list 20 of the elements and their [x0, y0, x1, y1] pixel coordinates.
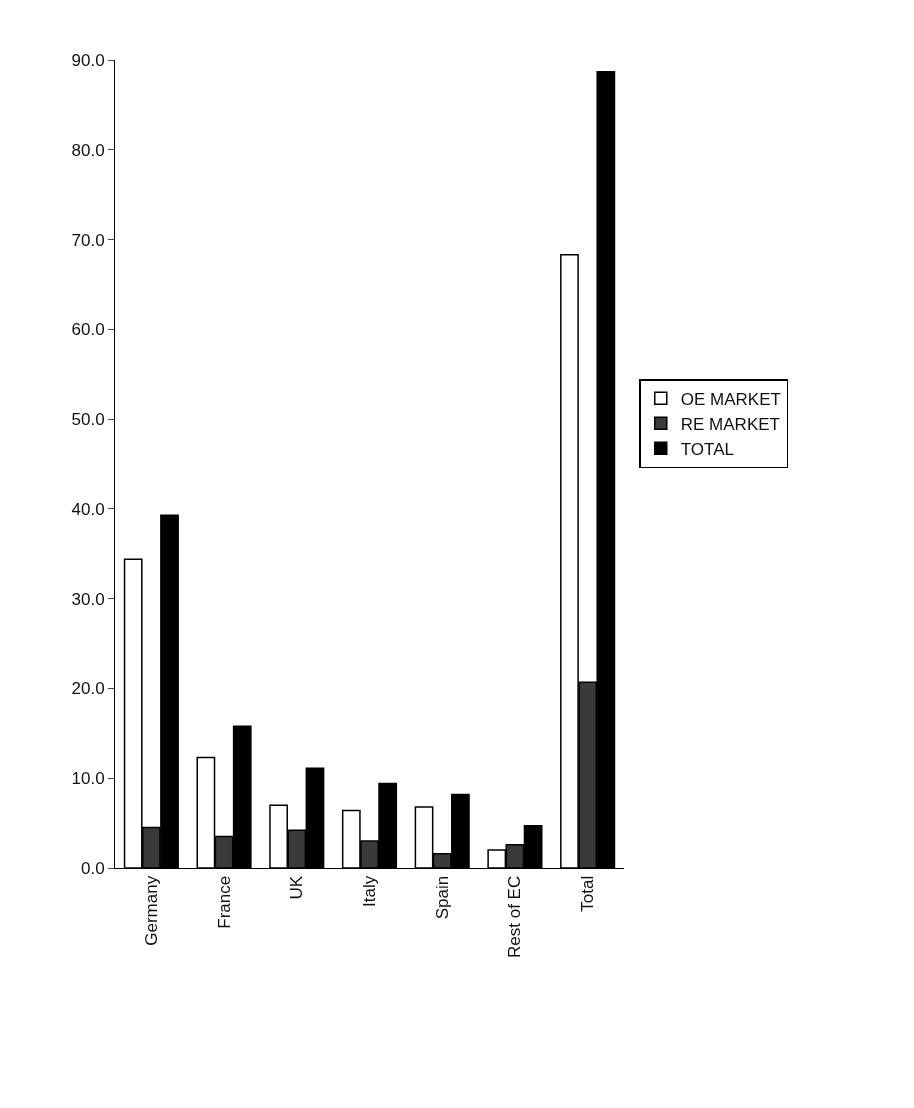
x-tick-label: France — [214, 875, 234, 929]
y-tick-label: 70.0 — [71, 230, 105, 250]
x-tick-label: Total — [578, 875, 598, 912]
x-tick-label: Rest of EC — [505, 875, 525, 958]
y-tick-label: 10.0 — [71, 769, 105, 789]
x-tick-label: Germany — [141, 875, 161, 946]
y-tick-label: 50.0 — [71, 410, 105, 430]
y-tick-label: 40.0 — [71, 499, 105, 519]
y-tick-label: 20.0 — [71, 679, 105, 699]
x-tick-label: Italy — [360, 875, 380, 907]
x-tick-label: UK — [287, 875, 307, 900]
y-tick-label: 0.0 — [80, 858, 105, 878]
y-tick-label: 60.0 — [71, 320, 105, 340]
y-tick-label: 30.0 — [71, 589, 105, 609]
y-tick-label: 90.0 — [71, 50, 105, 70]
x-tick-label: Spain — [432, 875, 452, 920]
legend-label: RE MARKET — [680, 414, 780, 434]
legend-label: TOTAL — [680, 439, 734, 459]
y-tick-label: 80.0 — [71, 140, 105, 160]
legend-label: OE MARKET — [680, 389, 781, 409]
